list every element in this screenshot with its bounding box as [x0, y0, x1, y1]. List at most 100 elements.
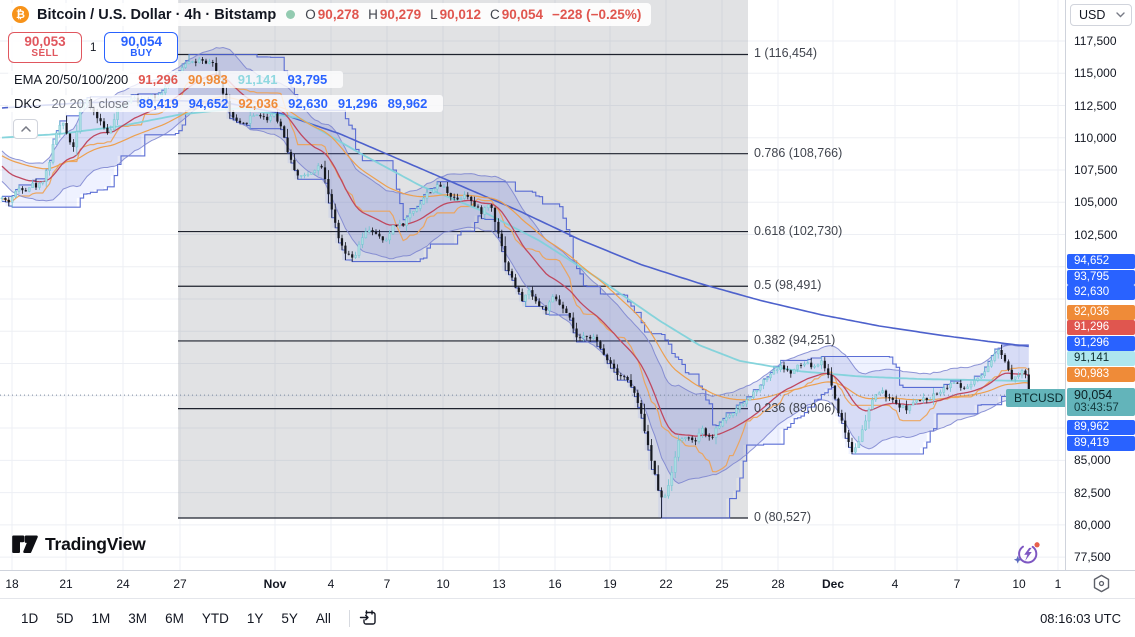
range-button-all[interactable]: All	[315, 610, 331, 626]
price-tick: 102,500	[1074, 227, 1118, 242]
symbol-legend[interactable]: ₿ Bitcoin / U.S. Dollar · 4h · Bitstamp …	[6, 3, 652, 26]
range-button-3m[interactable]: 3M	[128, 610, 148, 626]
price-tick: 77,500	[1074, 550, 1111, 565]
chevron-up-icon	[20, 126, 31, 132]
time-tick: 19	[603, 577, 617, 591]
fib-level-label: 1 (116,454)	[754, 46, 818, 61]
sell-button[interactable]: 90,053 SELL	[8, 32, 82, 63]
open-key: O	[305, 7, 316, 22]
sell-label: SELL	[31, 48, 59, 60]
price-tick: 115,000	[1074, 66, 1117, 81]
range-button-5d[interactable]: 5D	[56, 610, 74, 626]
time-tick: 28	[771, 577, 785, 591]
range-button-5y[interactable]: 5Y	[281, 610, 298, 626]
indicator-value: 94,652	[188, 96, 229, 111]
time-tick: 27	[173, 577, 187, 591]
low-value: 90,012	[439, 7, 481, 22]
fib-level-label: 0 (80,527)	[754, 510, 811, 525]
currency-selector[interactable]: USD	[1070, 4, 1132, 26]
time-tick: 21	[59, 577, 73, 591]
scales-settings-icon[interactable]	[1092, 574, 1111, 593]
time-tick: 25	[715, 577, 729, 591]
dkc-params: 20 20 1 close	[51, 96, 129, 111]
indicator-price-label: 92,630	[1067, 285, 1135, 300]
range-button-1y[interactable]: 1Y	[246, 610, 264, 626]
chart-canvas[interactable]: 1 (116,454) 0.786 (108,766) 0.618 (102,730…	[0, 0, 1072, 570]
tradingview-mark-icon	[12, 535, 38, 553]
bar-countdown: 03:43:57	[1074, 402, 1119, 414]
tradingview-logo-text: TradingView	[45, 534, 146, 554]
market-status-icon[interactable]	[286, 10, 296, 19]
spark-swirl-icon[interactable]	[1013, 540, 1041, 567]
swirl-glyph	[1013, 542, 1040, 564]
price-tick: 117,500	[1074, 34, 1117, 48]
time-tick: 10	[1012, 577, 1026, 591]
toolbar-divider	[348, 609, 350, 627]
indicator-value: 89,962	[387, 96, 428, 111]
close-key: C	[489, 7, 500, 22]
indicator-value: 91,141	[237, 72, 278, 87]
legend-dkc[interactable]: DKC 20 20 1 close 89,419 94,652 92,036 92,6…	[8, 95, 444, 112]
indicator-value: 91,296	[337, 96, 378, 111]
range-button-ytd[interactable]: YTD	[201, 610, 229, 626]
fib-level-label: 0.786 (108,766)	[754, 145, 843, 160]
time-axis[interactable]: 18 21 24 27 Nov 4 7 10 13 16 19 22 25 28 Dec 4 7 10 1	[0, 570, 1135, 598]
bitcoin-icon: ₿	[12, 6, 29, 23]
high-value: 90,279	[379, 7, 422, 22]
indicator-price-label: 91,141	[1067, 351, 1135, 366]
fib-level-label: 0.618 (102,730)	[754, 223, 843, 238]
legend-ema[interactable]: EMA 20/50/100/200 91,296 90,983 91,141 93,7…	[8, 71, 344, 88]
price-tick: 112,500	[1074, 98, 1117, 113]
time-tick: 1	[1054, 577, 1062, 591]
indicator-value: 90,983	[187, 72, 228, 87]
time-tick: 10	[436, 577, 450, 591]
indicator-price-label: 94,652	[1067, 254, 1135, 269]
price-tick: 85,000	[1074, 453, 1111, 468]
sell-price: 90,053	[24, 34, 66, 50]
time-tick: Nov	[263, 577, 287, 591]
current-price: 90,054	[1074, 388, 1113, 402]
tradingview-logo[interactable]: TradingView	[12, 534, 146, 555]
range-button-6m[interactable]: 6M	[165, 610, 184, 626]
price-tick: 82,500	[1074, 485, 1111, 500]
indicator-price-label: 90,983	[1067, 367, 1135, 382]
time-tick: 16	[548, 577, 562, 591]
buy-button[interactable]: 90,054 BUY	[104, 32, 179, 63]
trade-widget: 90,053 SELL 1 90,054 BUY	[8, 32, 179, 63]
chevron-down-icon	[1116, 12, 1125, 18]
go-to-date-icon[interactable]	[359, 609, 378, 628]
indicator-price-label: 89,962	[1067, 420, 1135, 435]
time-tick: 18	[5, 577, 19, 591]
fib-level-label: 0.236 (89,006)	[754, 400, 836, 415]
utc-clock[interactable]: 08:16:03 UTC	[1040, 610, 1121, 626]
low-key: L	[430, 7, 438, 22]
symbol-title[interactable]: Bitcoin / U.S. Dollar · 4h · Bitstamp	[37, 6, 277, 23]
fib-level-label: 0.382 (94,251)	[754, 332, 836, 347]
spread-value: 1	[90, 41, 97, 54]
range-button-1d[interactable]: 1D	[21, 610, 39, 626]
indicator-value: 92,630	[288, 96, 328, 111]
time-tick: 7	[953, 577, 961, 591]
range-button-1m[interactable]: 1M	[91, 610, 111, 626]
close-value: 90,054	[501, 7, 543, 22]
indicator-value: 93,795	[287, 72, 328, 87]
price-axis[interactable]: USD 117,500 115,000 112,500 110,000 107,500 1…	[1065, 0, 1135, 570]
indicator-value: 89,419	[138, 96, 179, 111]
time-tick: 24	[116, 577, 130, 591]
indicator-value: 92,036	[238, 96, 279, 111]
time-tick: 13	[492, 577, 506, 591]
dkc-label: DKC	[14, 96, 42, 111]
change-value: −228 (−0.25%)	[552, 7, 642, 22]
symbol-price-tag: BTCUSD	[1006, 389, 1072, 407]
price-chart[interactable]	[0, 0, 1065, 570]
price-tick: 110,000	[1074, 130, 1117, 145]
open-value: 90,278	[317, 7, 360, 22]
high-key: H	[368, 7, 378, 22]
collapse-legend-button[interactable]	[13, 119, 38, 139]
indicator-price-label: 91,296	[1067, 336, 1135, 351]
dkc-values: 89,419 94,652 92,036 92,630 91,296 89,962	[139, 96, 438, 111]
ema-label: EMA 20/50/100/200	[14, 72, 129, 87]
time-tick: 7	[383, 577, 391, 591]
current-price-label: 90,054 03:43:57	[1067, 388, 1135, 416]
